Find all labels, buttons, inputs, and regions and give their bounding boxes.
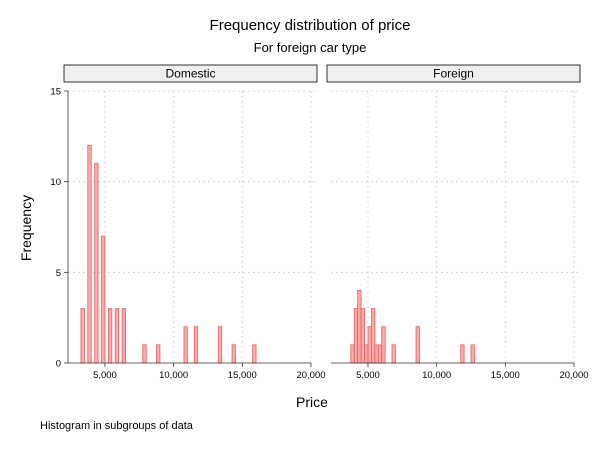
histogram-bar (193, 326, 199, 364)
histogram-bar (370, 308, 376, 364)
histogram-bar (80, 308, 85, 364)
histogram-bar (391, 344, 396, 364)
histogram-bar (231, 344, 236, 364)
histogram-bar (87, 144, 92, 364)
panel-header-label: Foreign (433, 67, 474, 81)
histogram-bar (415, 326, 420, 364)
x-axis-label: Price (296, 394, 328, 410)
x-tick-label: 5,000 (356, 370, 380, 381)
histogram-bar (252, 344, 257, 364)
x-tick-label: 10,000 (159, 370, 188, 381)
histogram-bar (156, 344, 161, 364)
histogram-bar (350, 344, 355, 364)
histogram-bar (142, 344, 147, 364)
panel-domestic: Domestic 5,000 10,000 15,000 20,000 0 5 10 15 (50, 64, 326, 381)
x-tick-label: 10,000 (422, 370, 451, 381)
histogram-bar (357, 290, 362, 364)
histogram-bar (470, 344, 475, 364)
histogram-bar (114, 308, 120, 364)
chart-title: Frequency distribution of price (210, 17, 411, 34)
histogram-bar (374, 344, 379, 364)
x-tick-label: 20,000 (296, 370, 325, 381)
histogram-bar (377, 344, 383, 364)
chart-subtitle: For foreign car type (254, 40, 367, 55)
histogram-bar (381, 326, 386, 364)
histogram-bar (360, 308, 365, 364)
panel-foreign: Foreign 5,000 10,000 15,000 20,000 (326, 64, 589, 381)
y-tick-label: 0 (56, 359, 61, 370)
panels-layer: Domestic 5,000 10,000 15,000 20,000 0 5 10 15 For… (50, 64, 589, 381)
y-axis-label: Frequency (18, 195, 34, 261)
histogram-bar (107, 308, 113, 364)
x-tick-label: 20,000 (559, 370, 588, 381)
y-tick-label: 10 (50, 177, 61, 188)
histogram-bar (364, 344, 369, 364)
y-tick-label: 5 (56, 268, 61, 279)
panel-header-box (326, 64, 581, 83)
y-tick-label: 15 (50, 87, 61, 98)
histogram-bar (101, 235, 106, 364)
histogram-bar (367, 326, 372, 364)
x-tick-label: 15,000 (491, 370, 520, 381)
histogram-bar (121, 308, 126, 364)
chart-note: Histogram in subgroups of data (40, 420, 194, 432)
histogram-bar (353, 308, 359, 364)
x-tick-label: 15,000 (228, 370, 257, 381)
panel-header-box (63, 64, 318, 83)
histogram-bar (94, 163, 99, 364)
panel-header-label: Domestic (165, 67, 215, 81)
histogram-bar (460, 344, 465, 364)
x-tick-label: 5,000 (93, 370, 117, 381)
histogram-bar (183, 326, 188, 364)
histogram-bar (217, 326, 223, 364)
